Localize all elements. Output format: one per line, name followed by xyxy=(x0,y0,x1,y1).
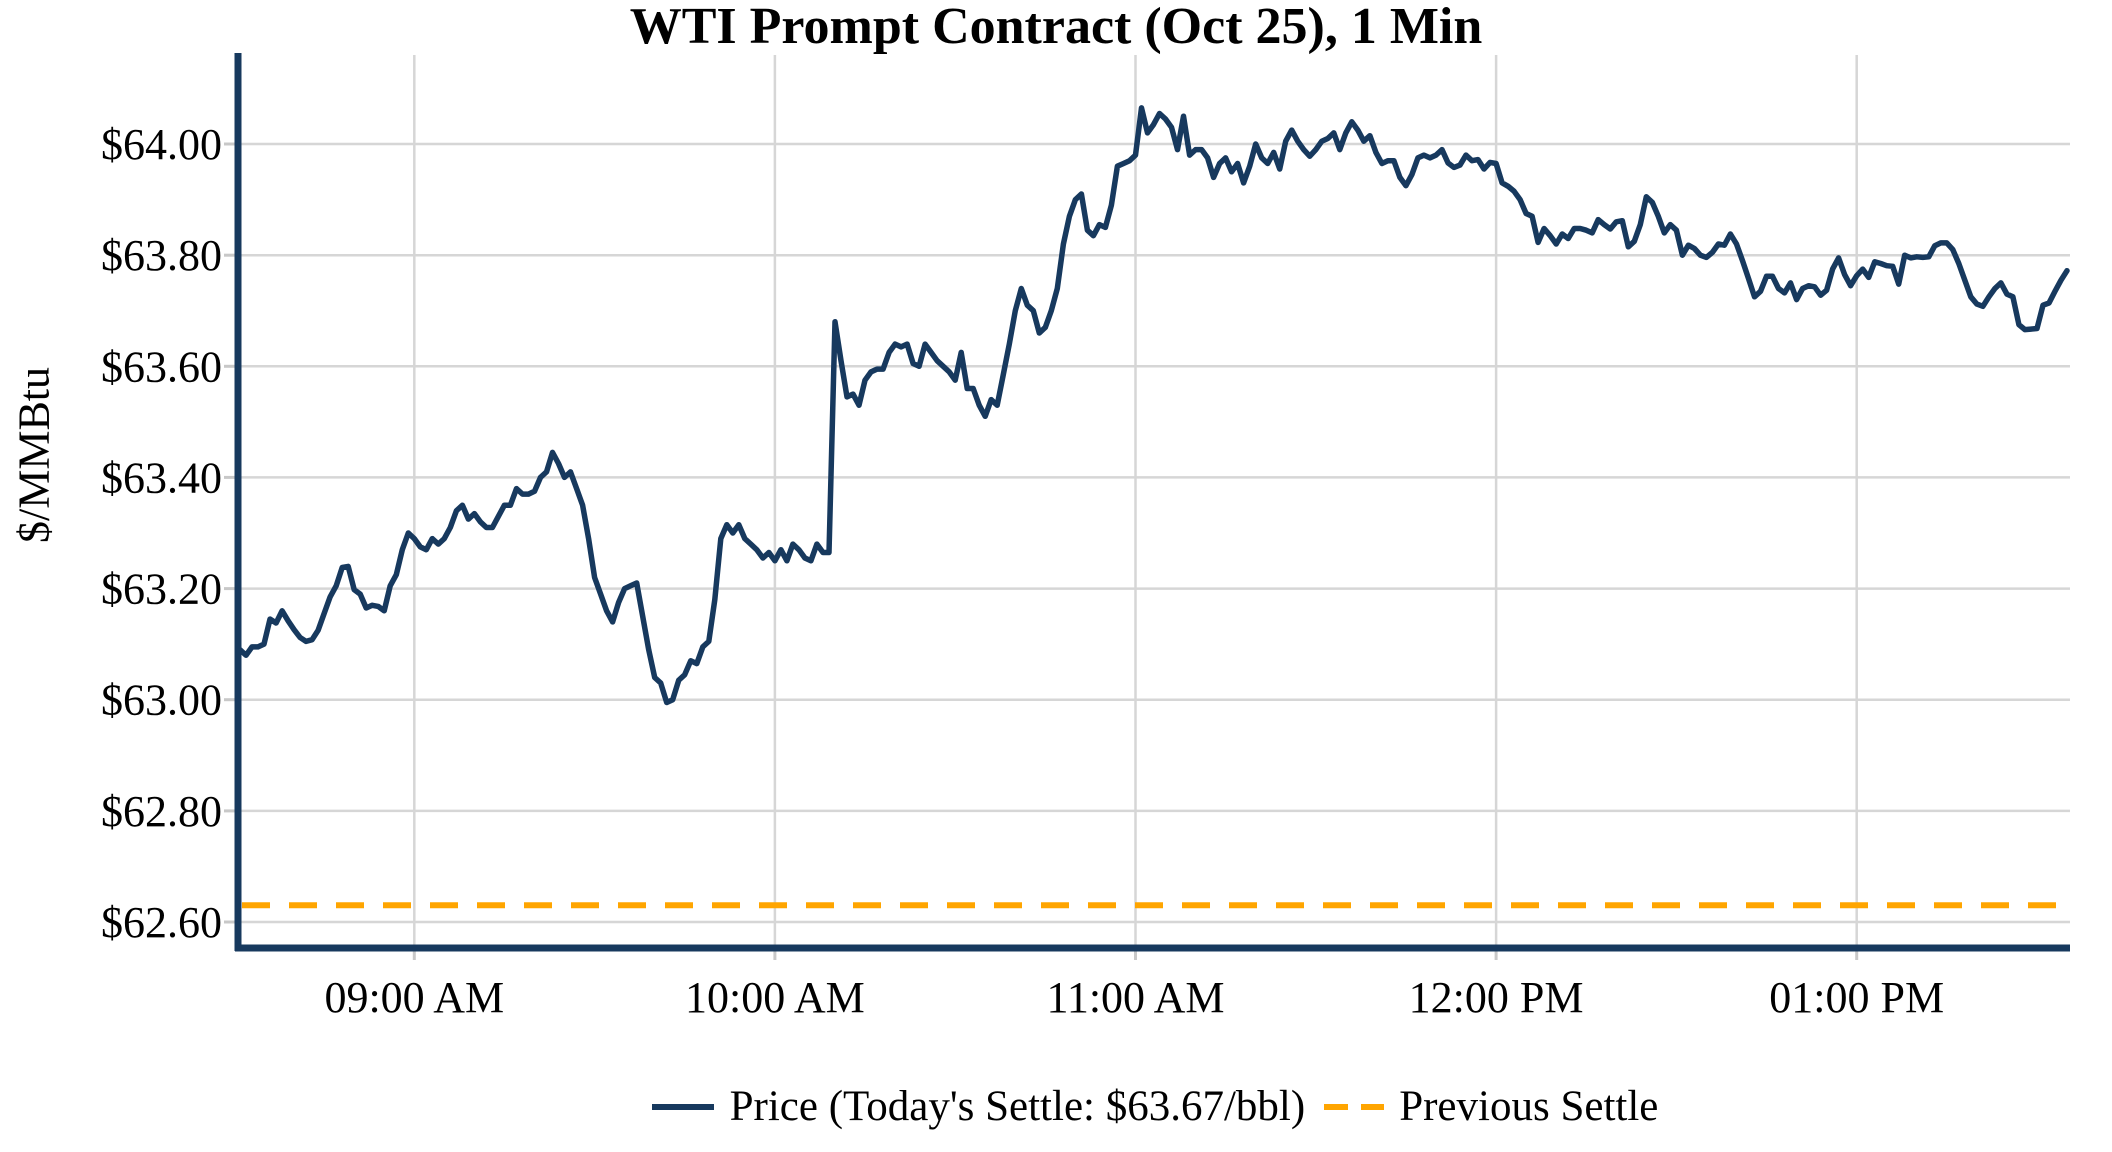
y-tick-label: $63.00 xyxy=(101,676,222,725)
y-tick-label: $62.80 xyxy=(101,787,222,836)
legend-item-price: Price (Today's Settle: $63.67/bbl) xyxy=(650,1082,1306,1131)
x-tick-label: 11:00 AM xyxy=(1046,973,1224,1022)
legend-previous-settle-label: Previous Settle xyxy=(1399,1083,1659,1130)
legend: Price (Today's Settle: $63.67/bbl) Previ… xyxy=(238,1082,2070,1131)
x-tick-label: 09:00 AM xyxy=(324,973,504,1022)
y-tick-label: $64.00 xyxy=(101,120,222,169)
y-tick-label: $63.40 xyxy=(101,453,222,502)
y-tick-label: $63.80 xyxy=(101,231,222,280)
legend-item-previous-settle: Previous Settle xyxy=(1323,1082,1658,1131)
y-tick-label: $63.60 xyxy=(101,342,222,391)
price-line-swatch-icon xyxy=(651,1103,714,1110)
y-tick-label: $63.20 xyxy=(101,565,222,614)
y-tick-label: $62.60 xyxy=(101,898,222,947)
chart-title: WTI Prompt Contract (Oct 25), 1 Min xyxy=(629,0,1483,55)
legend-price-label: Price (Today's Settle: $63.67/bbl) xyxy=(729,1083,1306,1130)
x-tick-label: 12:00 PM xyxy=(1409,973,1584,1022)
x-tick-label: 01:00 PM xyxy=(1769,973,1944,1022)
previous-settle-dash-swatch-icon xyxy=(1324,1103,1385,1110)
x-tick-label: 10:00 AM xyxy=(685,973,865,1022)
price-line xyxy=(237,105,2070,706)
